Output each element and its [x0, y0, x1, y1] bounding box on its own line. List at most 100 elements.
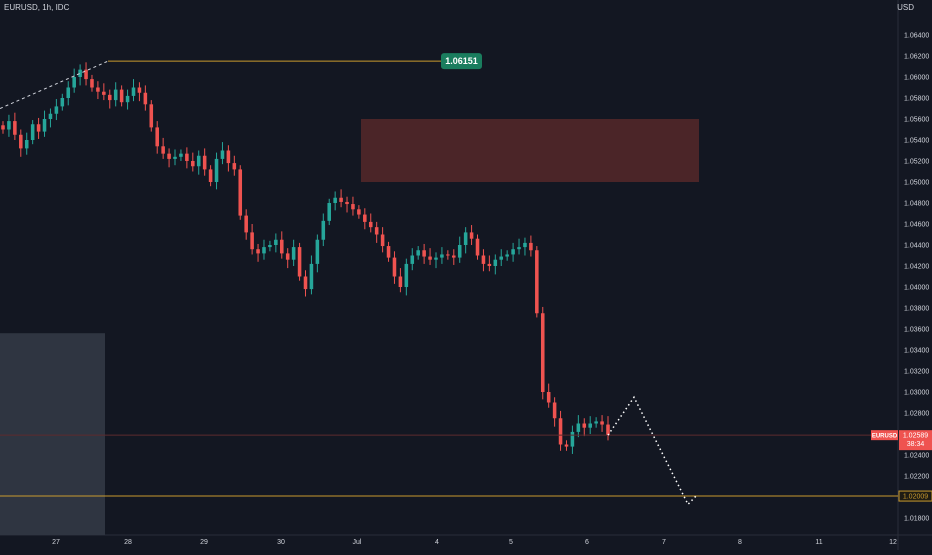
- candle-body[interactable]: [351, 204, 355, 210]
- candle-body[interactable]: [511, 249, 515, 255]
- candle-body[interactable]: [321, 220, 326, 240]
- candle-body[interactable]: [523, 242, 527, 248]
- candle-body[interactable]: [119, 89, 124, 103]
- candle-body[interactable]: [202, 155, 207, 170]
- candle-body[interactable]: [558, 418, 563, 445]
- forecast-path[interactable]: [607, 395, 697, 506]
- candle-body[interactable]: [244, 215, 248, 233]
- candle-body[interactable]: [309, 263, 314, 290]
- candle-body[interactable]: [1, 125, 5, 130]
- supply-zone[interactable]: [361, 119, 699, 182]
- trendline[interactable]: [0, 60, 109, 109]
- candle-body[interactable]: [7, 121, 11, 130]
- candle-body[interactable]: [274, 239, 278, 245]
- candle-body[interactable]: [493, 259, 498, 266]
- candle-body[interactable]: [392, 257, 397, 277]
- candle-body[interactable]: [149, 104, 154, 128]
- candle-body[interactable]: [386, 246, 391, 258]
- candle-body[interactable]: [232, 163, 237, 170]
- candle-body[interactable]: [131, 87, 136, 96]
- candle-body[interactable]: [333, 197, 337, 203]
- candle-body[interactable]: [452, 255, 456, 258]
- candle-body[interactable]: [250, 232, 254, 250]
- candle-body[interactable]: [339, 197, 343, 202]
- candle-body[interactable]: [179, 153, 183, 157]
- candle-body[interactable]: [552, 402, 557, 419]
- candle-body[interactable]: [535, 250, 539, 314]
- candle-body[interactable]: [96, 87, 100, 92]
- candle-body[interactable]: [416, 250, 420, 256]
- candle-body[interactable]: [191, 161, 195, 167]
- candle-body[interactable]: [279, 239, 284, 254]
- candle-body[interactable]: [78, 69, 82, 77]
- candle-body[interactable]: [446, 254, 450, 256]
- candle-body[interactable]: [594, 421, 598, 424]
- candle-body[interactable]: [499, 256, 504, 260]
- candle-body[interactable]: [226, 150, 231, 164]
- candle-body[interactable]: [345, 201, 349, 205]
- candle-body[interactable]: [107, 94, 112, 101]
- candle-body[interactable]: [582, 423, 587, 428]
- candle-body[interactable]: [24, 140, 29, 149]
- candle-body[interactable]: [588, 423, 592, 428]
- candle-body[interactable]: [155, 127, 159, 147]
- candle-body[interactable]: [475, 238, 480, 256]
- candle-body[interactable]: [268, 245, 272, 248]
- candle-body[interactable]: [428, 256, 432, 260]
- candle-body[interactable]: [368, 221, 373, 228]
- candle-body[interactable]: [315, 239, 320, 264]
- candle-body[interactable]: [410, 255, 415, 264]
- candle-body[interactable]: [303, 276, 308, 290]
- candle-body[interactable]: [137, 87, 142, 93]
- candle-body[interactable]: [214, 158, 219, 182]
- candle-body[interactable]: [422, 250, 426, 257]
- candle-body[interactable]: [529, 242, 533, 251]
- candle-body[interactable]: [84, 69, 88, 80]
- candle-body[interactable]: [42, 119, 47, 132]
- candle-body[interactable]: [505, 254, 509, 257]
- candle-body[interactable]: [30, 124, 35, 140]
- candle-body[interactable]: [327, 203, 332, 221]
- candle-body[interactable]: [220, 150, 225, 159]
- candle-body[interactable]: [196, 155, 201, 167]
- candle-body[interactable]: [481, 255, 486, 264]
- candle-body[interactable]: [60, 98, 65, 107]
- candle-body[interactable]: [13, 121, 17, 135]
- candle-body[interactable]: [404, 263, 409, 287]
- candle-body[interactable]: [487, 263, 492, 266]
- candle-body[interactable]: [161, 146, 165, 154]
- candle-body[interactable]: [54, 106, 59, 114]
- candle-body[interactable]: [72, 77, 76, 88]
- candle-body[interactable]: [297, 247, 302, 277]
- candle-body[interactable]: [434, 257, 438, 260]
- candle-body[interactable]: [463, 232, 468, 245]
- candle-body[interactable]: [102, 91, 106, 95]
- candle-body[interactable]: [398, 276, 403, 288]
- candle-body[interactable]: [540, 313, 545, 392]
- candle-body[interactable]: [469, 232, 474, 239]
- candle-body[interactable]: [363, 214, 367, 222]
- candle-body[interactable]: [173, 156, 177, 159]
- candle-body[interactable]: [576, 423, 581, 432]
- candle-body[interactable]: [600, 421, 604, 425]
- candle-body[interactable]: [238, 169, 243, 216]
- candle-body[interactable]: [564, 444, 569, 447]
- demand-zone[interactable]: [0, 333, 105, 535]
- candle-body[interactable]: [380, 234, 385, 247]
- symbol-label[interactable]: EURUSD, 1h, IDC: [4, 3, 70, 12]
- candle-body[interactable]: [19, 134, 23, 149]
- candle-body[interactable]: [291, 247, 296, 260]
- candle-body[interactable]: [125, 95, 130, 103]
- candle-body[interactable]: [374, 227, 379, 235]
- candle-body[interactable]: [36, 124, 41, 132]
- candle-body[interactable]: [143, 92, 148, 105]
- candle-body[interactable]: [208, 169, 213, 182]
- candle-body[interactable]: [546, 392, 551, 403]
- candle-body[interactable]: [570, 431, 575, 447]
- candle-body[interactable]: [185, 153, 189, 161]
- candle-body[interactable]: [48, 113, 53, 119]
- candle-body[interactable]: [256, 249, 260, 254]
- candle-body[interactable]: [457, 245, 462, 258]
